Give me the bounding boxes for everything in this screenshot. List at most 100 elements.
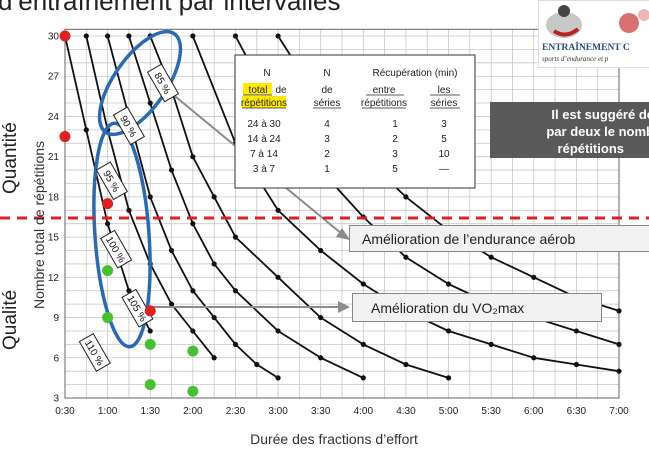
curve-point: [360, 375, 366, 381]
y-tick-label: 15: [48, 233, 60, 244]
table-cell: 3: [392, 149, 398, 160]
x-tick-label: 2:00: [183, 406, 203, 417]
logo: ENTRAÎNEMENT C sports d’endurance et p: [538, 0, 649, 68]
curve-point: [211, 261, 217, 267]
th-repetitions-2: répétitions: [361, 98, 407, 109]
curve-point: [318, 355, 324, 361]
curve-point: [360, 341, 366, 347]
curve-point: [445, 328, 452, 334]
intensity-curve: [149, 35, 449, 379]
th-les: les: [438, 85, 451, 96]
th-entre: entre: [373, 85, 396, 96]
table-cell: 2: [324, 149, 330, 160]
table-rows: 24 à 30 4 1 3 14 à 24 3 2 5 7 à 14 2 3 10 3 à 7 1 5 —: [247, 119, 450, 175]
curve-label: 95 %: [95, 161, 128, 201]
curve-label-box: [146, 63, 180, 103]
chart-curve-labels: 85 %90 %95 %100 %105 %110 %: [78, 63, 180, 372]
th-total: total: [249, 85, 268, 96]
curve-point: [211, 355, 217, 361]
curve-label-box: [95, 161, 128, 201]
curve-point: [168, 167, 175, 173]
logo-subtitle: sports d’endurance et p: [542, 55, 609, 63]
th-n-total: N: [263, 68, 270, 79]
table-cell: 5: [392, 164, 398, 175]
curve-point: [318, 314, 324, 321]
x-tick-label: 3:30: [311, 406, 331, 417]
table-cell: 3: [441, 119, 447, 130]
slide-title: d’entraînement par intervalles: [0, 0, 341, 16]
x-tick-label: 6:00: [524, 406, 544, 417]
curve-point: [254, 361, 260, 368]
arrow-endurance-head: [336, 228, 350, 240]
chart-dots: [59, 30, 199, 397]
curve-point: [147, 328, 153, 334]
x-tick-label: 5:30: [481, 406, 501, 417]
x-tick-label: 1:30: [140, 406, 160, 417]
curve-point: [105, 221, 111, 227]
logo-image: [546, 5, 649, 38]
curve-point: [616, 341, 622, 347]
arrow-vo2-head: [338, 301, 350, 313]
curve-point: [318, 247, 324, 254]
curve-point: [531, 355, 537, 361]
red-point: [144, 305, 156, 317]
curve-point: [83, 127, 89, 133]
y-tick-label: 12: [48, 273, 60, 284]
th-series-1: séries: [314, 98, 341, 109]
highlight-total: [243, 83, 272, 95]
y-tick-label: 21: [48, 152, 60, 163]
callout-line-3: répétitions: [557, 141, 624, 156]
table-cell: 7 à 14: [250, 149, 278, 160]
table-cell: 2: [392, 134, 398, 145]
curve-point: [190, 328, 196, 334]
table-cell: 3: [324, 134, 330, 145]
plot-frame: [64, 28, 620, 399]
curve-point: [275, 207, 281, 213]
green-point: [187, 385, 199, 397]
curve-point: [190, 154, 196, 160]
suggestion-callout: Il est suggéré de par deux le nomb répét…: [490, 102, 649, 158]
table-cell: 1: [324, 164, 330, 175]
ellipse-95-105: [92, 121, 152, 349]
box-vo2max: Amélioration du VO₂max: [352, 293, 602, 322]
y-tick-label: 24: [48, 112, 60, 123]
red-point: [102, 198, 114, 210]
green-point: [144, 379, 156, 391]
chart-ellipses: [92, 29, 183, 349]
x-tick-label: 4:00: [354, 406, 374, 417]
y-tick-label: 3: [53, 394, 59, 405]
table-cell: 4: [324, 119, 330, 130]
x-tick-label: 5:00: [439, 406, 459, 417]
box-endurance: Amélioration de l’endurance aérob: [349, 225, 649, 252]
curve-point: [360, 281, 366, 287]
green-point: [102, 265, 114, 277]
curve-point: [126, 207, 132, 213]
curve-point: [488, 254, 494, 260]
table-cell: —: [439, 164, 449, 175]
curve-point: [403, 194, 409, 200]
curve-point: [445, 281, 452, 287]
curve-point: [445, 375, 452, 381]
curve-point: [168, 301, 175, 307]
curve-point: [275, 274, 281, 280]
x-tick-label: 7:00: [609, 406, 629, 417]
th-de-2: de: [321, 85, 333, 96]
curve-point: [126, 33, 132, 39]
x-tick-label: 1:00: [98, 406, 118, 417]
curve-point: [488, 341, 494, 347]
curve-label-box: [100, 229, 133, 269]
curve-point: [83, 33, 89, 39]
curve-point: [211, 314, 217, 321]
table-cell: 3 à 7: [253, 164, 276, 175]
curve-point: [147, 100, 153, 106]
curve-point: [275, 328, 281, 334]
curve-point: [275, 33, 281, 39]
table-cell: 24 à 30: [247, 119, 281, 130]
curve-point: [232, 288, 239, 294]
y-tick-label: 30: [48, 32, 60, 43]
curve-label-box: [112, 106, 146, 146]
x-tick-label: 4:30: [396, 406, 416, 417]
curve-point: [531, 274, 537, 280]
curve-point: [190, 33, 196, 39]
